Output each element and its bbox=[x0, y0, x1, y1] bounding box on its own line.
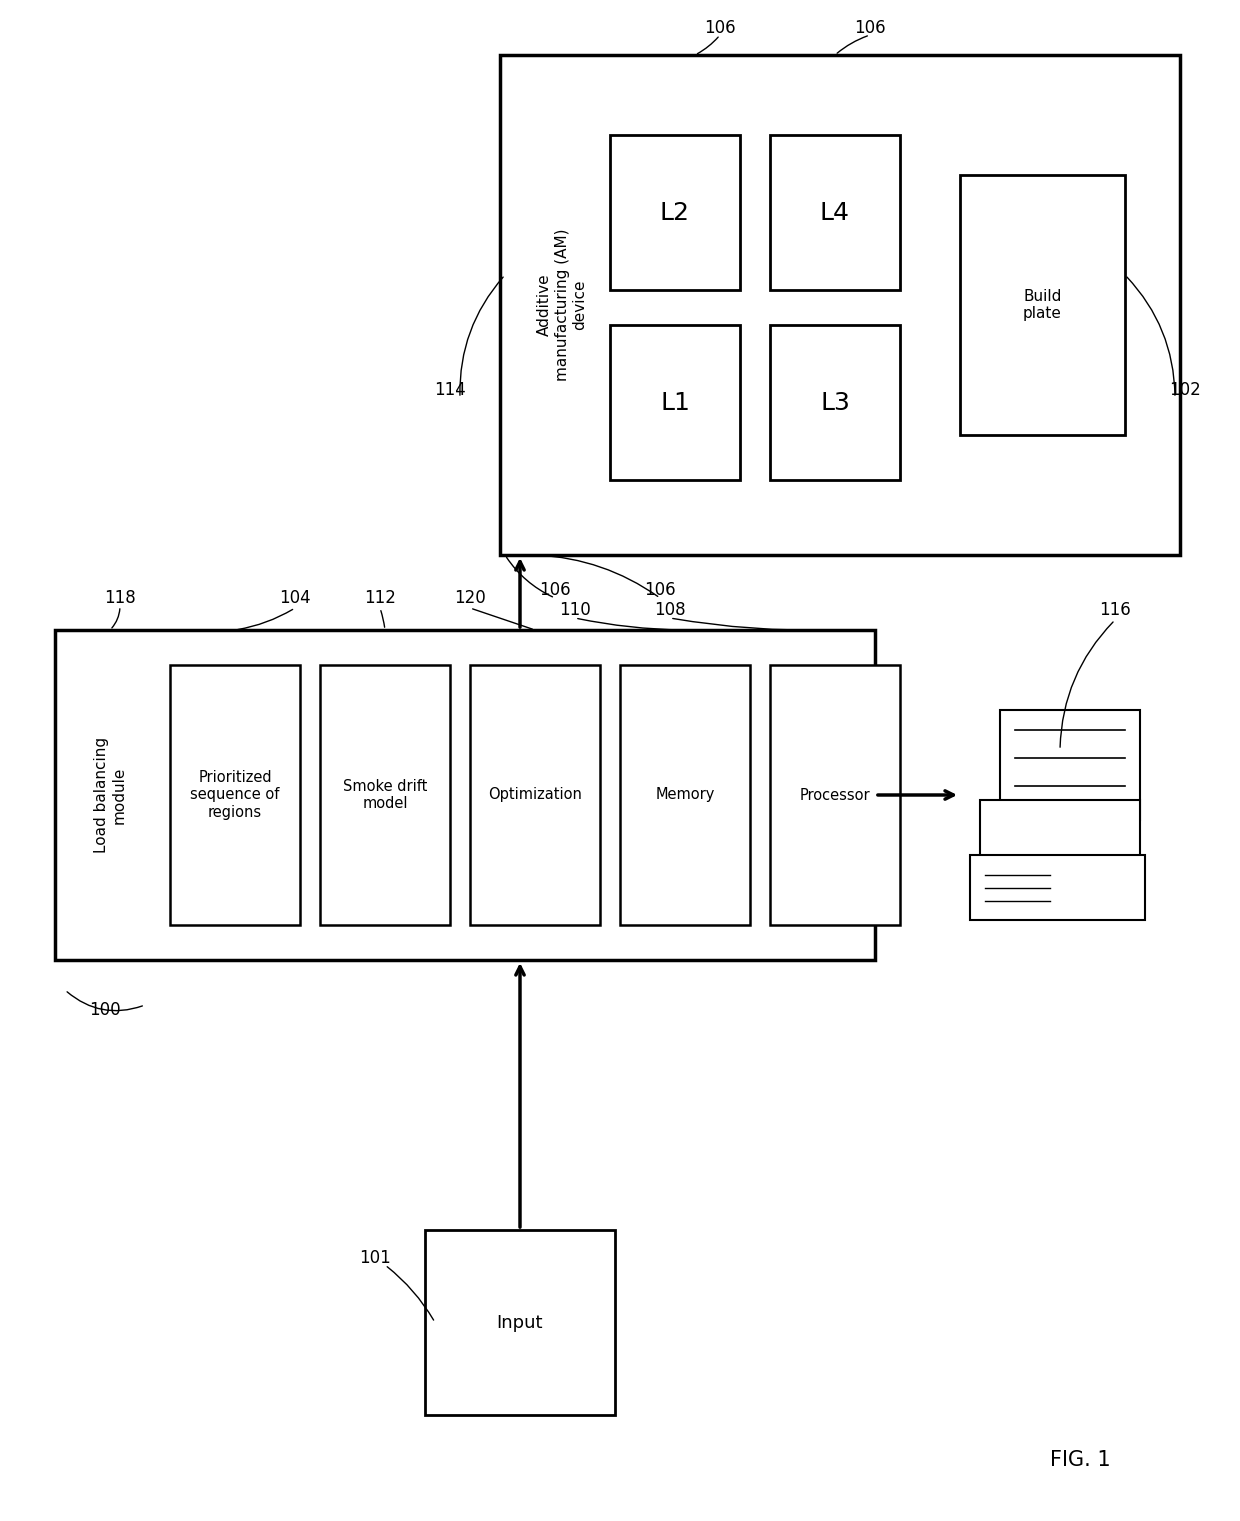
Text: Prioritized
sequence of
regions: Prioritized sequence of regions bbox=[190, 770, 280, 820]
Text: 106: 106 bbox=[854, 18, 885, 37]
Bar bbox=[970, 855, 1145, 920]
Bar bbox=[170, 665, 300, 925]
Bar bbox=[770, 135, 900, 291]
Text: Optimization: Optimization bbox=[489, 788, 582, 803]
Bar bbox=[610, 135, 740, 291]
Text: Build
plate: Build plate bbox=[1023, 289, 1061, 321]
Text: FIG. 1: FIG. 1 bbox=[1050, 1450, 1110, 1469]
Bar bbox=[770, 665, 900, 925]
Text: 118: 118 bbox=[104, 589, 136, 607]
Text: L2: L2 bbox=[660, 201, 689, 225]
Text: Processor: Processor bbox=[800, 788, 870, 803]
Text: 114: 114 bbox=[434, 380, 466, 399]
Text: 101: 101 bbox=[360, 1249, 391, 1267]
Text: 100: 100 bbox=[89, 1001, 120, 1019]
Bar bbox=[320, 665, 450, 925]
Text: 106: 106 bbox=[704, 18, 735, 37]
Text: Load balancing
module: Load balancing module bbox=[94, 738, 126, 853]
Text: Memory: Memory bbox=[655, 788, 714, 803]
Bar bbox=[55, 630, 875, 960]
Text: L1: L1 bbox=[660, 391, 689, 415]
Bar bbox=[960, 175, 1125, 435]
Text: Smoke drift
model: Smoke drift model bbox=[342, 779, 428, 811]
Text: 102: 102 bbox=[1169, 380, 1200, 399]
Text: 116: 116 bbox=[1099, 601, 1131, 619]
Text: L3: L3 bbox=[820, 391, 849, 415]
Bar bbox=[620, 665, 750, 925]
Text: Input: Input bbox=[497, 1314, 543, 1331]
Bar bbox=[425, 1230, 615, 1415]
Text: 108: 108 bbox=[655, 601, 686, 619]
Text: 106: 106 bbox=[539, 581, 570, 599]
Bar bbox=[500, 55, 1180, 555]
Bar bbox=[610, 325, 740, 481]
Bar bbox=[999, 710, 1140, 820]
Text: 104: 104 bbox=[279, 589, 311, 607]
Bar bbox=[770, 325, 900, 481]
Bar bbox=[980, 800, 1140, 881]
Bar bbox=[470, 665, 600, 925]
Text: L4: L4 bbox=[820, 201, 849, 225]
Text: 110: 110 bbox=[559, 601, 591, 619]
Text: 106: 106 bbox=[645, 581, 676, 599]
Text: 112: 112 bbox=[365, 589, 396, 607]
Text: 120: 120 bbox=[454, 589, 486, 607]
Text: Additive
manufacturing (AM)
device: Additive manufacturing (AM) device bbox=[537, 228, 587, 382]
